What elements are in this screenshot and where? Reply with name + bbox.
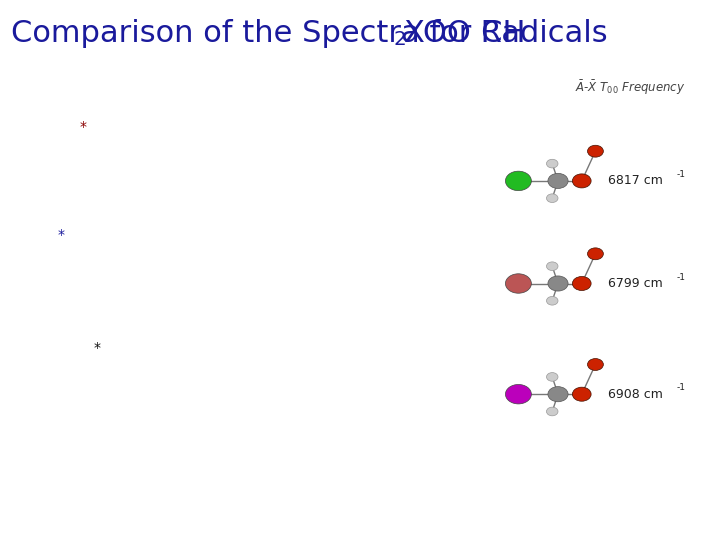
Circle shape [546,296,558,305]
Text: 2: 2 [393,30,406,49]
Text: Comparison of the Spectra for CH: Comparison of the Spectra for CH [11,19,526,48]
Circle shape [546,262,558,271]
Text: -1: -1 [677,383,685,392]
Circle shape [572,174,591,188]
Circle shape [546,159,558,168]
Circle shape [505,274,531,293]
Circle shape [588,248,603,260]
Circle shape [505,384,531,404]
Circle shape [505,171,531,191]
Circle shape [548,276,568,291]
Text: *: * [79,120,86,134]
Text: *: * [94,341,101,355]
Text: $\bar{A}$-$\bar{X}$ T$_{00}$ Frequency: $\bar{A}$-$\bar{X}$ T$_{00}$ Frequency [575,78,685,97]
Text: -1: -1 [677,170,685,179]
Circle shape [588,359,603,370]
Text: -1: -1 [677,273,685,281]
Circle shape [546,373,558,381]
Text: XOO Radicals: XOO Radicals [404,19,608,48]
Circle shape [548,173,568,188]
Circle shape [572,276,591,291]
Circle shape [588,145,603,157]
Circle shape [548,387,568,402]
Circle shape [572,387,591,401]
Text: *: * [58,228,65,242]
Text: 6817 cm: 6817 cm [608,174,663,187]
Text: 6908 cm: 6908 cm [608,388,663,401]
Circle shape [546,194,558,202]
Circle shape [546,407,558,416]
Text: 6799 cm: 6799 cm [608,277,663,290]
